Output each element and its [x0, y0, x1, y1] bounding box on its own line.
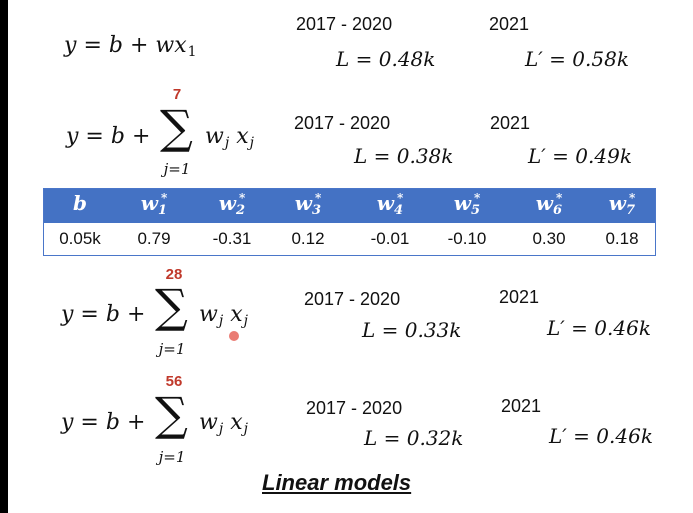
train-period-1: 2017 - 2020 — [296, 14, 393, 34]
test-period-2: 2021 — [490, 113, 531, 133]
train-loss-2: L = 0.38k — [354, 144, 454, 168]
value-w4: -0.01 — [370, 229, 410, 248]
sigma-symbol-2: ∑ — [160, 100, 193, 154]
equation-lhs-4: y = b + — [61, 410, 146, 435]
test-loss-1: L′ = 0.58k — [525, 47, 629, 71]
test-loss-2: L′ = 0.49k — [528, 144, 632, 168]
value-w1: 0.79 — [137, 229, 171, 248]
sigma-symbol-4: ∑ — [155, 387, 188, 441]
sum-lower-limit-2: j=1 — [163, 160, 191, 178]
equation-model-1: y = b + wx1 — [64, 33, 197, 60]
equation-term-2: wj xj — [205, 124, 254, 151]
sigma-symbol-3: ∑ — [155, 279, 188, 333]
train-period-2: 2017 - 2020 — [294, 113, 391, 133]
value-w5: -0.10 — [447, 229, 487, 248]
value-w2: -0.31 — [212, 229, 252, 248]
train-period-4: 2017 - 2020 — [306, 398, 403, 418]
train-loss-4: L = 0.32k — [364, 426, 464, 450]
test-period-3: 2021 — [499, 287, 540, 307]
header-w2: w2* — [218, 191, 246, 218]
value-w6: 0.30 — [532, 229, 566, 248]
header-w3: w3* — [294, 191, 322, 218]
equation-term-4: wj xj — [199, 410, 248, 437]
header-w5: w5* — [453, 191, 481, 218]
left-frame-bar — [0, 0, 8, 513]
test-loss-4: L′ = 0.46k — [549, 424, 653, 448]
value-b: 0.05k — [59, 229, 101, 248]
mouse-cursor-indicator — [229, 331, 239, 341]
equation-lhs-2: y = b + — [66, 124, 151, 149]
header-w7: w7* — [608, 191, 636, 218]
equation-lhs-3: y = b + — [61, 302, 146, 327]
test-period-4: 2021 — [501, 396, 542, 416]
train-loss-3: L = 0.33k — [362, 318, 462, 342]
caption-linear-models: Linear models — [262, 470, 412, 495]
value-w3: 0.12 — [291, 229, 325, 248]
header-w4: w4* — [376, 191, 404, 218]
sum-lower-limit-4: j=1 — [158, 448, 186, 466]
sum-upper-limit-4: 56 — [165, 373, 183, 390]
weights-table: b w1* w2* w3* w4* w5* w6* w7* 0.05k 0.79… — [43, 188, 656, 256]
value-w7: 0.18 — [605, 229, 639, 248]
header-w1: w1* — [140, 191, 168, 218]
header-b: b — [73, 191, 87, 215]
train-period-3: 2017 - 2020 — [304, 289, 401, 309]
header-w6: w6* — [535, 191, 563, 218]
train-loss-1: L = 0.48k — [336, 47, 436, 71]
sum-upper-limit-3: 28 — [165, 266, 183, 283]
sum-upper-limit-2: 7 — [172, 86, 182, 103]
sum-lower-limit-3: j=1 — [158, 340, 186, 358]
weights-table-header — [44, 189, 655, 223]
test-loss-3: L′ = 0.46k — [547, 316, 651, 340]
equation-term-3: wj xj — [199, 302, 248, 329]
test-period-1: 2021 — [489, 14, 530, 34]
